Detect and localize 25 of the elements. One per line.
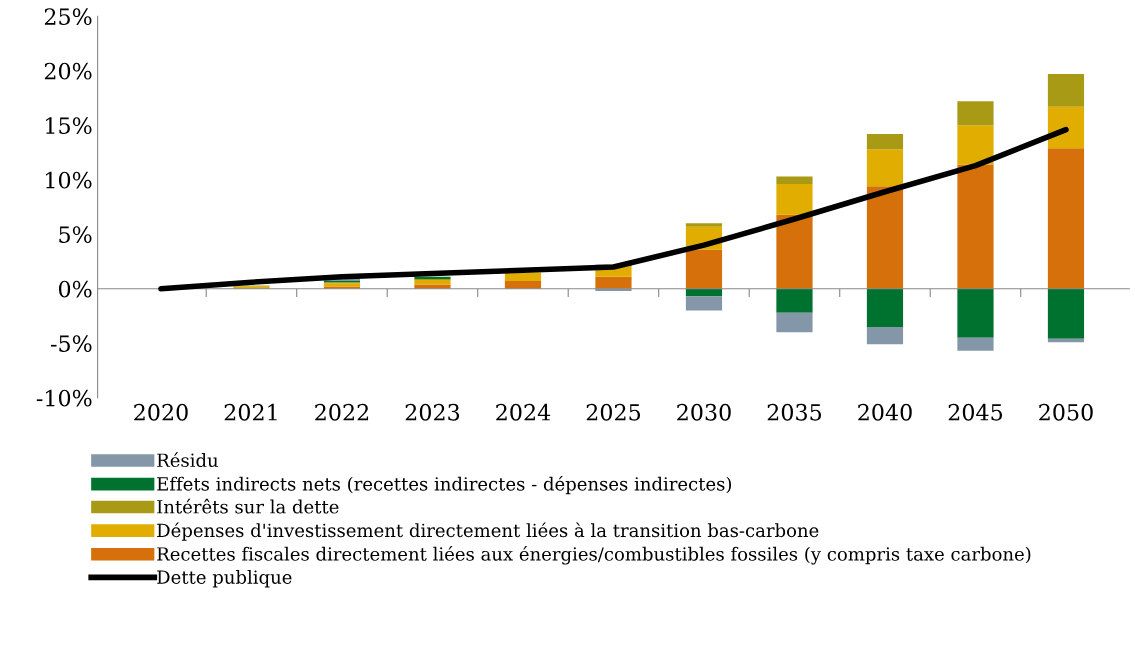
x-tick-label: 2050 [1039, 403, 1093, 421]
x-tick-label: 2020 [134, 403, 188, 421]
y-tick-label: 25% [44, 8, 92, 26]
x-tick-label: 2035 [767, 403, 822, 421]
legend-label: Effets indirects nets (recettes indirectes - dépenses indirectes) [157, 475, 732, 495]
y-tick-label: 5% [59, 226, 92, 244]
legend-label: Recettes fiscales directement liées aux énergies/combustibles fossiles (y compris taxe carbone) [157, 546, 1031, 565]
x-tick-label: 2025 [586, 403, 641, 421]
x-tick-label: 2030 [677, 403, 731, 421]
legend-label: Dépenses d'investissement directement liées à la transition bas-carbone [157, 522, 819, 541]
legend-label: Intérêts sur la dette [157, 498, 339, 514]
y-tick-label: 10% [46, 171, 92, 189]
y-tick-label: -10% [36, 389, 92, 407]
x-tick-label: 2021 [224, 403, 277, 421]
x-tick-label: 2045 [948, 403, 1003, 421]
y-tick-label: 15% [46, 117, 92, 135]
y-tick-label: 0% [58, 280, 92, 298]
x-tick-label: 2023 [405, 403, 460, 421]
legend-label: Résidu [157, 452, 218, 468]
legend-label: Dette publique [157, 569, 292, 588]
x-tick-label: 2022 [315, 403, 369, 421]
y-tick-label: 20% [44, 62, 92, 80]
y-tick-label: -5% [50, 335, 92, 352]
x-tick-label: 2040 [858, 403, 912, 421]
x-tick-label: 2024 [496, 403, 551, 421]
